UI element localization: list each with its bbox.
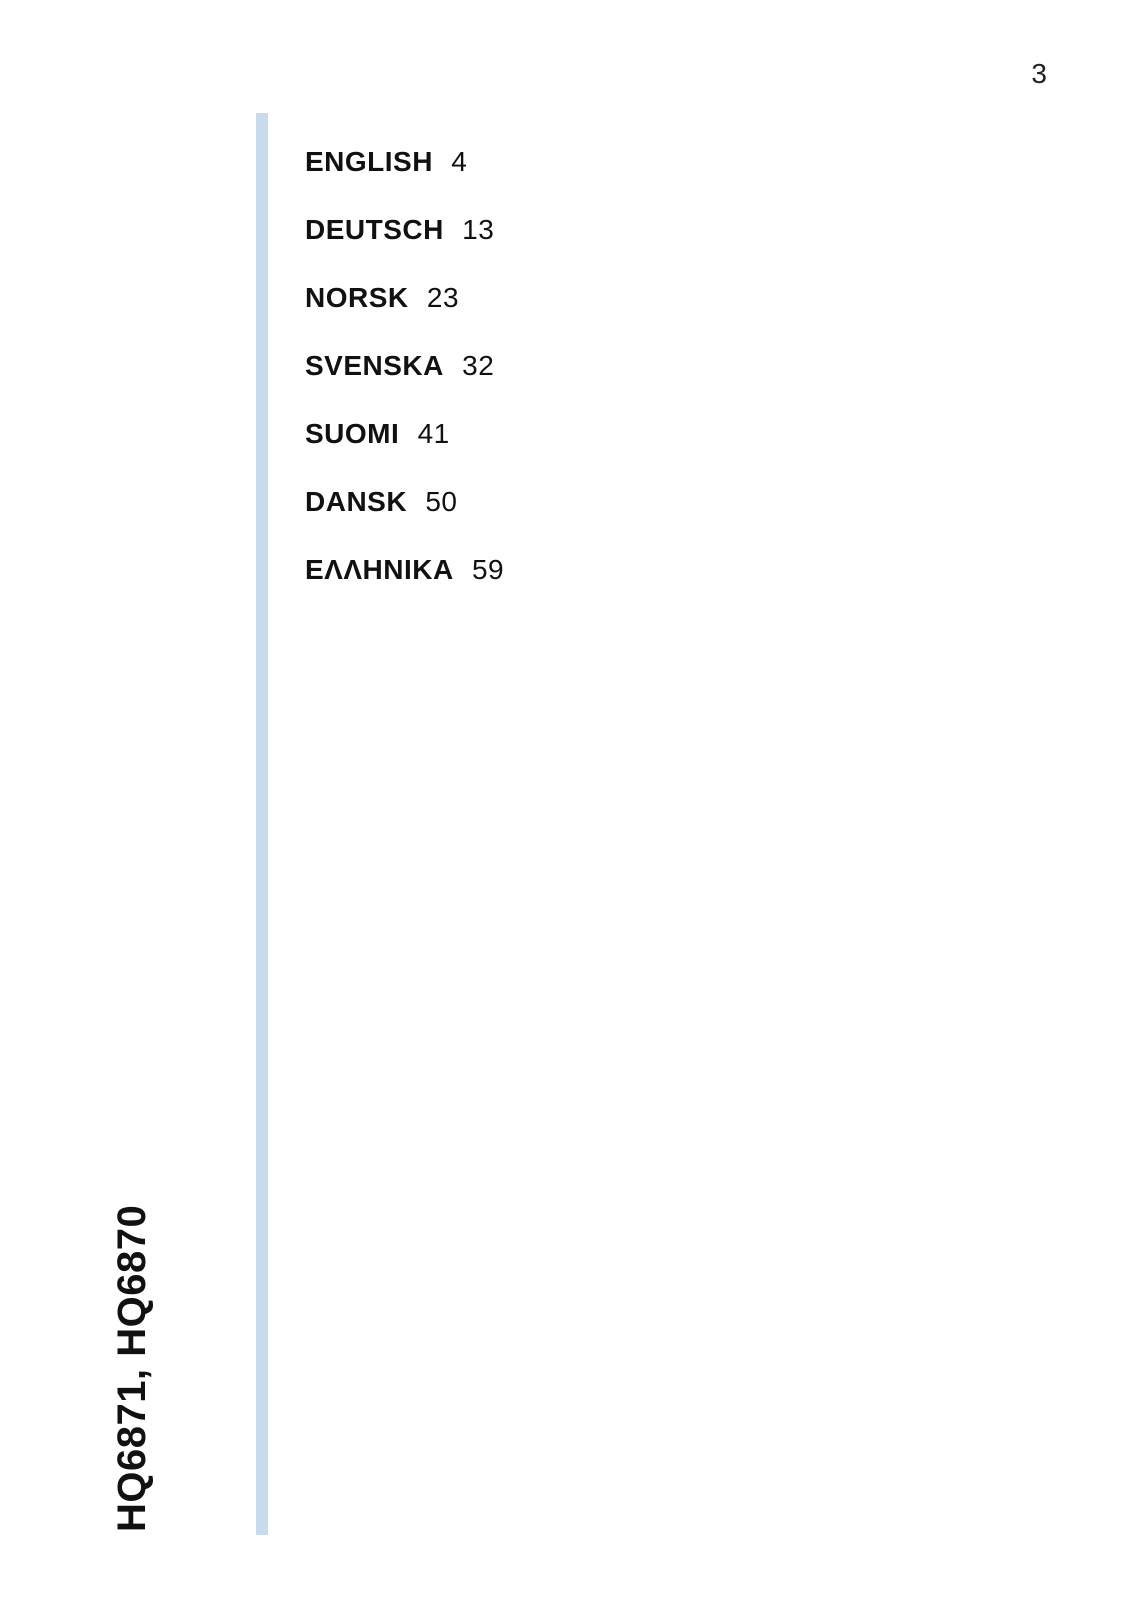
page: 3 ENGLISH 4 DEUTSCH 13 NORSK 23 SVENSKA … (0, 0, 1135, 1600)
toc-language: ENGLISH (305, 146, 433, 177)
toc-entry: NORSK 23 (305, 282, 504, 314)
toc-entry: SVENSKA 32 (305, 350, 504, 382)
toc-entry: ENGLISH 4 (305, 146, 504, 178)
toc-language: SUOMI (305, 418, 399, 449)
toc-page: 50 (425, 486, 457, 517)
toc-language: ΕΛΛΗΝΙΚΑ (305, 554, 454, 585)
spine-title: HQ6871, HQ6870 (110, 1205, 155, 1532)
toc-page: 59 (472, 554, 504, 585)
toc-page: 4 (451, 146, 467, 177)
toc-entry: DANSK 50 (305, 486, 504, 518)
toc-page: 41 (418, 418, 450, 449)
toc-page: 32 (462, 350, 494, 381)
toc-entry: SUOMI 41 (305, 418, 504, 450)
table-of-contents: ENGLISH 4 DEUTSCH 13 NORSK 23 SVENSKA 32… (305, 146, 504, 622)
toc-language: SVENSKA (305, 350, 444, 381)
page-number: 3 (1031, 58, 1047, 90)
toc-entry: DEUTSCH 13 (305, 214, 504, 246)
toc-page: 23 (427, 282, 459, 313)
toc-language: DANSK (305, 486, 407, 517)
toc-language: NORSK (305, 282, 409, 313)
vertical-divider (256, 113, 268, 1535)
toc-page: 13 (462, 214, 494, 245)
toc-language: DEUTSCH (305, 214, 444, 245)
toc-entry: ΕΛΛΗΝΙΚΑ 59 (305, 554, 504, 586)
